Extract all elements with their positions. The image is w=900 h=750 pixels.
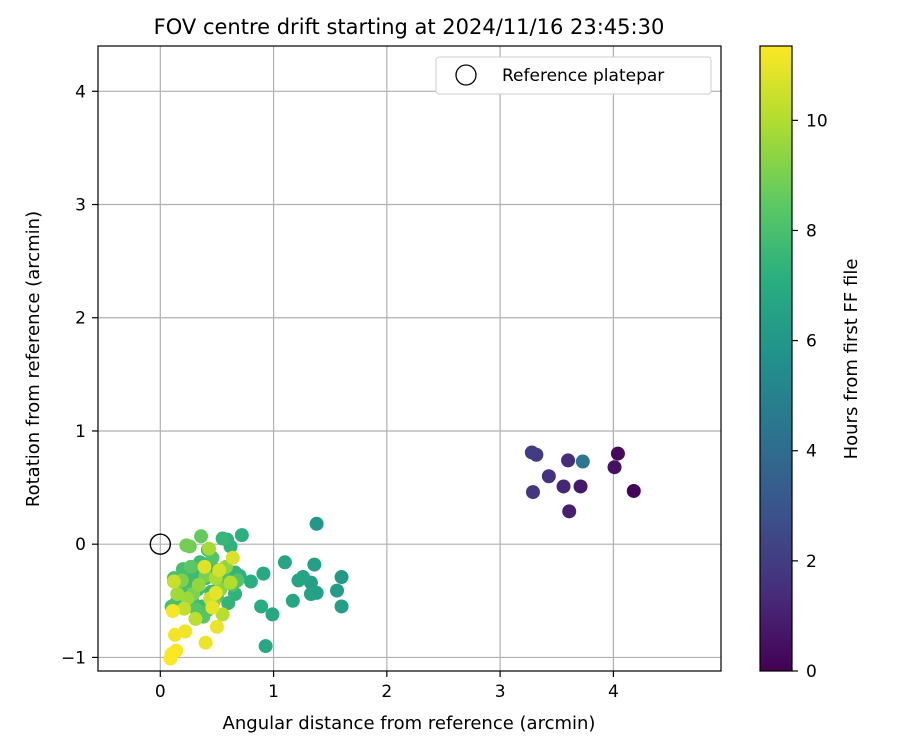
data-point — [330, 583, 345, 598]
y-tick-label: 0 — [75, 535, 86, 555]
data-point — [285, 593, 300, 608]
data-point — [541, 469, 556, 484]
data-point — [166, 574, 181, 589]
y-axis-ticks: −1 0 1 2 3 4 — [61, 82, 98, 668]
data-point — [573, 479, 588, 494]
data-point — [202, 541, 217, 556]
legend-box — [435, 56, 712, 95]
data-point — [188, 611, 203, 626]
data-point — [197, 559, 212, 574]
legend: Reference platepar — [435, 56, 712, 95]
x-tick-label: 1 — [268, 682, 279, 702]
data-point — [183, 559, 198, 574]
data-point — [234, 528, 249, 543]
axes-frame — [97, 45, 722, 672]
colorbar-tick-label: 10 — [806, 111, 828, 131]
colorbar-tick-label: 2 — [806, 552, 817, 572]
data-point — [556, 479, 571, 494]
data-point — [265, 607, 280, 622]
data-point — [303, 587, 318, 602]
x-axis-ticks: 0 1 2 3 4 — [155, 671, 619, 702]
colorbar-tick-label: 0 — [806, 662, 817, 682]
data-point — [561, 453, 576, 468]
data-point — [258, 639, 273, 654]
x-tick-label: 2 — [381, 682, 392, 702]
data-point — [307, 557, 322, 572]
data-point — [309, 516, 324, 531]
y-tick-label: 4 — [75, 82, 86, 102]
reference-platepar-marker — [149, 533, 172, 555]
data-point — [177, 601, 192, 616]
data-point — [607, 460, 622, 475]
y-axis-label: Rotation from reference (arcmin) — [23, 211, 44, 507]
data-point — [524, 445, 539, 460]
data-point — [291, 573, 306, 588]
data-point — [221, 596, 236, 611]
data-point — [163, 651, 178, 666]
data-point — [168, 627, 183, 642]
y-tick-label: 2 — [75, 309, 86, 329]
data-point — [212, 563, 227, 578]
data-point — [575, 454, 590, 469]
colorbar-tick-label: 4 — [806, 442, 817, 462]
data-point — [215, 607, 230, 622]
y-tick-label: 1 — [75, 422, 86, 442]
data-point — [562, 504, 577, 519]
data-point — [179, 538, 194, 553]
colorbar — [759, 45, 793, 672]
data-point — [225, 550, 240, 565]
x-tick-label: 4 — [608, 682, 619, 702]
legend-label: Reference platepar — [502, 66, 664, 86]
data-point — [223, 575, 238, 590]
data-point — [254, 599, 269, 614]
x-tick-label: 0 — [155, 682, 166, 702]
data-point — [191, 577, 206, 592]
x-axis-label: Angular distance from reference (arcmin) — [223, 713, 596, 734]
chart-title: FOV centre drift starting at 2024/11/16 … — [154, 15, 665, 39]
reference-marker-layer — [149, 533, 172, 555]
data-point — [243, 574, 258, 589]
scatter-points — [163, 445, 641, 666]
data-point — [170, 587, 185, 602]
colorbar-label: Hours from first FF file — [841, 259, 862, 460]
data-point — [256, 566, 271, 581]
data-point — [277, 555, 292, 570]
colorbar-tick-label: 6 — [806, 332, 817, 352]
data-point — [626, 483, 641, 498]
data-point — [610, 446, 625, 461]
legend-open-circle-icon — [455, 64, 477, 86]
data-point — [205, 600, 220, 615]
data-point — [334, 570, 349, 585]
colorbar-tick-label: 8 — [806, 221, 817, 241]
data-point — [215, 531, 230, 546]
x-tick-label: 3 — [495, 682, 506, 702]
data-point — [208, 585, 223, 600]
data-point — [198, 635, 213, 650]
data-point — [209, 619, 224, 634]
data-point — [525, 485, 540, 500]
y-tick-label: −1 — [61, 648, 86, 668]
data-point — [194, 529, 209, 544]
data-point — [334, 599, 349, 614]
y-tick-label: 3 — [75, 196, 86, 216]
data-point — [165, 603, 180, 618]
colorbar-ticks: 0 2 4 6 8 10 — [792, 111, 828, 682]
